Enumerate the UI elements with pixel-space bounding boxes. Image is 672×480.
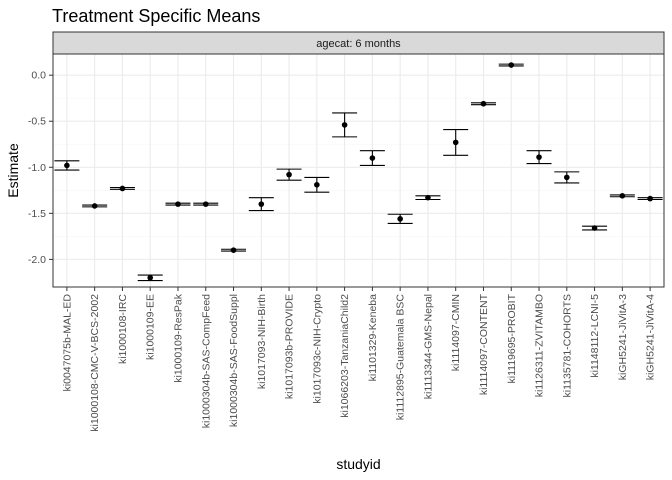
y-tick-label: -2.0 — [28, 254, 46, 266]
x-tick-label: ki1017093c-NIH-Crypto — [311, 294, 323, 404]
x-tick-label: kiGH5241-JiVitA-3 — [617, 294, 629, 380]
y-tick-label: -1.0 — [28, 162, 46, 174]
x-tick-label: ki1000109-EE — [145, 294, 157, 360]
data-point — [91, 203, 98, 209]
panel-border — [52, 53, 665, 288]
data-point — [147, 274, 154, 281]
x-tick-label: ki1126311-ZVITAMBO — [534, 294, 546, 397]
data-point — [341, 122, 348, 128]
x-tick-label: ki1000304b-SAS-CompFeed — [200, 294, 212, 428]
x-tick-label: ki1017093-NIH-Birth — [256, 294, 268, 389]
x-tick-label: ki0047075b-MAL-ED — [61, 294, 73, 392]
facet-strip-label: agecat: 6 months — [316, 38, 401, 50]
data-point — [480, 100, 487, 107]
data-point — [258, 201, 265, 207]
data-point — [508, 62, 515, 68]
x-tick-label: ki1101329-Keneba — [367, 294, 379, 382]
data-point — [425, 194, 431, 201]
y-axis-title: Estimate — [5, 143, 21, 198]
data-point — [286, 171, 292, 178]
x-tick-label: ki1066203-TanzaniaChild2 — [339, 294, 351, 418]
x-tick-label: ki1000304b-SAS-FoodSuppl — [228, 294, 240, 427]
data-point — [64, 162, 70, 169]
data-point — [647, 195, 653, 202]
x-tick-label: ki1114097-CMIN — [450, 294, 462, 371]
y-tick-label: -1.5 — [28, 208, 46, 220]
data-point — [369, 155, 376, 161]
data-point — [119, 185, 126, 192]
data-point — [591, 225, 598, 231]
y-tick-label: 0.0 — [31, 70, 46, 82]
data-point — [619, 193, 626, 199]
data-point — [397, 216, 403, 222]
data-point — [563, 174, 570, 181]
x-tick-label: ki1017093b-PROVIDE — [284, 294, 296, 399]
data-point — [175, 201, 181, 207]
x-axis: ki0047075b-MAL-ED ki1000108-CMC-V-BCS-200… — [61, 287, 657, 432]
data-point — [536, 154, 542, 160]
x-axis-title: studyid — [336, 456, 380, 472]
x-tick-label: ki1000109-ResPak — [172, 293, 184, 382]
panel-background — [53, 54, 664, 287]
data-point — [314, 181, 320, 188]
panel-grid — [53, 54, 664, 287]
x-tick-label: ki1135781-COHORTS — [561, 294, 573, 398]
data-point — [202, 201, 209, 207]
data-point — [230, 247, 237, 253]
x-tick-label: ki1148112-LCNI-5 — [589, 294, 601, 378]
data-point — [452, 139, 459, 146]
x-tick-label: ki1119695-PROBIT — [506, 293, 518, 383]
x-tick-label: ki1112895-Guatemala BSC — [395, 294, 407, 421]
x-tick-label: ki1000108-CMC-V-BCS-2002 — [89, 294, 101, 432]
y-axis: 0.0 -0.5 -1.0 -1.5 -2.0 — [28, 70, 53, 266]
chart-title: Treatment Specific Means — [52, 6, 260, 26]
x-tick-label: kiGH5241-JiVitA-4 — [645, 294, 657, 380]
x-tick-label: ki1113344-GMS-Nepal — [422, 294, 434, 399]
y-tick-label: -0.5 — [28, 116, 46, 128]
x-tick-label: ki1114097-CONTENT — [478, 293, 490, 395]
x-tick-label: ki1000108-IRC — [117, 294, 129, 364]
data-marks — [54, 62, 663, 282]
